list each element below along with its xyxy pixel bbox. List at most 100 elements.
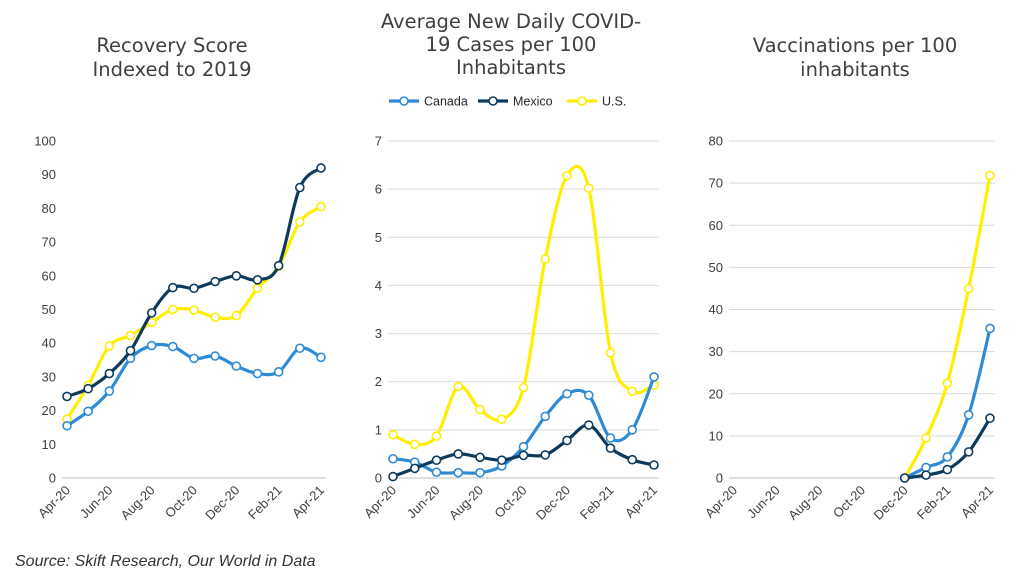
y-tick-label: 30 xyxy=(42,369,56,384)
legend-swatch-marker xyxy=(488,96,498,106)
data-point-canada xyxy=(540,411,551,422)
data-point-u-s xyxy=(627,386,638,397)
y-tick-label: 10 xyxy=(709,428,723,443)
legend-label: Canada xyxy=(424,95,468,109)
x-tick-label: Aug-20 xyxy=(446,483,486,523)
data-point-canada xyxy=(62,420,72,431)
data-point-canada xyxy=(475,467,485,478)
data-point-canada xyxy=(104,386,115,396)
x-tick-label: Feb-21 xyxy=(914,483,954,523)
data-point-canada xyxy=(985,323,995,334)
data-point-mexico xyxy=(921,470,931,480)
series-mexico xyxy=(899,413,995,483)
legend-swatch-marker xyxy=(577,96,587,106)
chart-panel-3: Vaccinations per 100 inhabitants 0 10 20 30 40… xyxy=(702,34,996,523)
data-point-mexico xyxy=(210,276,220,287)
y-tick-label: 80 xyxy=(42,201,56,216)
x-tick-label: Apr-21 xyxy=(289,483,327,521)
x-tick-label: Aug-20 xyxy=(785,483,825,523)
data-point-mexico xyxy=(388,471,398,482)
data-point-u-s xyxy=(168,304,178,315)
y-tick-label: 100 xyxy=(34,134,56,149)
series-line-u-s xyxy=(903,173,992,480)
data-point-u-s xyxy=(388,429,398,440)
chart-panel-1: Recovery Score Indexed to 2019 0 10 20 30 40 50… xyxy=(34,34,327,523)
data-point-canada xyxy=(316,352,326,363)
chart-title-line: inhabitants xyxy=(800,58,910,81)
data-point-mexico xyxy=(899,473,910,483)
data-point-mexico xyxy=(583,420,594,430)
x-tick-label: Jun-20 xyxy=(404,483,443,522)
data-point-u-s xyxy=(963,283,974,294)
data-point-canada xyxy=(252,368,263,379)
data-point-u-s xyxy=(921,433,931,443)
data-point-canada xyxy=(605,433,616,443)
data-point-u-s xyxy=(252,283,263,294)
data-point-mexico xyxy=(649,460,659,470)
data-point-u-s xyxy=(518,382,529,393)
data-point-canada xyxy=(627,425,638,435)
data-point-mexico xyxy=(83,383,93,394)
y-tick-label: 40 xyxy=(709,302,723,317)
data-point-canada xyxy=(189,353,199,364)
x-tick-label: Jun-20 xyxy=(744,483,783,522)
y-tick-label: 2 xyxy=(375,374,382,389)
data-point-mexico xyxy=(627,454,638,465)
y-tick-label: 60 xyxy=(709,218,723,233)
data-point-u-s xyxy=(104,341,115,351)
data-point-canada xyxy=(231,361,242,371)
data-point-u-s xyxy=(431,431,442,441)
data-point-u-s xyxy=(583,183,594,193)
y-tick-label: 50 xyxy=(42,302,56,317)
data-point-mexico xyxy=(475,452,485,463)
y-tick-label: 3 xyxy=(375,326,382,341)
y-tick-label: 20 xyxy=(42,403,56,418)
y-tick-label: 7 xyxy=(375,134,382,149)
data-point-mexico xyxy=(409,463,420,474)
x-tick-label: Oct-20 xyxy=(491,483,529,521)
series-mexico xyxy=(388,420,659,482)
data-point-mexico xyxy=(295,182,305,193)
data-point-canada xyxy=(83,406,93,417)
y-tick-label: 70 xyxy=(42,235,56,250)
y-tick-label: 90 xyxy=(42,167,56,182)
data-point-mexico xyxy=(168,282,178,293)
data-point-canada xyxy=(649,372,659,382)
y-tick-label: 4 xyxy=(375,278,382,293)
legend-label: Mexico xyxy=(513,95,553,109)
legend-swatch-marker xyxy=(399,96,409,106)
data-point-u-s xyxy=(409,439,420,450)
y-tick-label: 0 xyxy=(375,471,382,486)
data-point-mexico xyxy=(316,163,326,173)
series-canada xyxy=(62,340,326,431)
y-tick-label: 5 xyxy=(375,230,382,245)
x-tick-label: Oct-20 xyxy=(162,483,200,521)
data-point-mexico xyxy=(231,270,242,281)
chart-title: Average New Daily COVID-19 Cases per 100… xyxy=(381,10,641,79)
x-tick-label: Apr-20 xyxy=(702,483,740,521)
x-tick-label: Apr-21 xyxy=(622,483,660,521)
data-point-canada xyxy=(210,351,220,361)
legend-item-mexico: Mexico xyxy=(478,95,553,109)
data-point-mexico xyxy=(453,449,464,459)
series-u-s xyxy=(388,164,659,450)
data-point-canada xyxy=(583,390,594,400)
x-tick-label: Dec-20 xyxy=(202,483,242,523)
data-point-canada xyxy=(273,367,284,377)
y-tick-label: 30 xyxy=(709,344,723,359)
y-tick-label: 0 xyxy=(49,471,56,486)
x-tick-label: Apr-20 xyxy=(35,483,73,521)
series-line-u-s xyxy=(391,164,656,447)
chart-title-line: 19 Cases per 100 xyxy=(426,33,597,56)
chart-panel-2: Average New Daily COVID-19 Cases per 100… xyxy=(361,10,660,523)
data-point-mexico xyxy=(273,260,284,271)
chart-title-line: Vaccinations per 100 xyxy=(753,34,957,57)
data-point-mexico xyxy=(496,455,507,465)
legend-item-u-s: U.S. xyxy=(567,95,626,109)
chart-title: Vaccinations per 100 inhabitants xyxy=(753,34,957,81)
data-point-u-s xyxy=(125,330,136,341)
data-point-canada xyxy=(431,467,442,478)
data-point-mexico xyxy=(985,413,995,423)
x-tick-label: Feb-21 xyxy=(577,483,617,523)
